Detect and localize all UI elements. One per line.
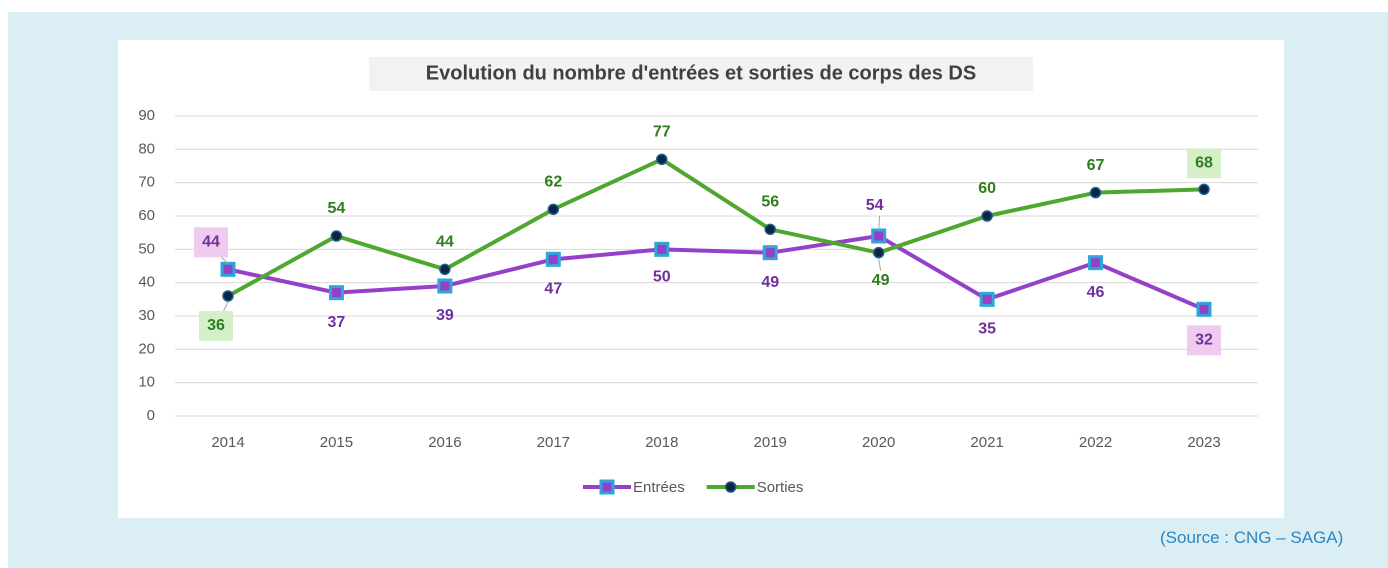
data-label: 36: [207, 317, 225, 334]
chart-card: [118, 40, 1284, 518]
y-tick-label: 40: [138, 274, 155, 291]
x-tick-label: 2020: [862, 434, 895, 451]
chart-title: Evolution du nombre d'entrées et sorties…: [426, 62, 976, 84]
y-tick-label: 50: [138, 240, 155, 257]
data-label: 35: [978, 321, 996, 338]
marker: [762, 245, 778, 261]
marker: [547, 203, 560, 216]
data-label: 37: [328, 314, 346, 331]
data-label: 50: [653, 269, 671, 286]
label-highlight: [199, 311, 233, 341]
label-highlight: [194, 227, 228, 258]
marker: [437, 278, 453, 294]
marker: [545, 251, 561, 267]
data-label: 60: [978, 180, 996, 197]
legend-marker: [599, 479, 615, 495]
y-tick-label: 30: [138, 307, 155, 324]
marker: [764, 223, 776, 236]
data-label: 49: [761, 274, 779, 291]
data-label: 62: [544, 174, 562, 191]
marker: [871, 228, 887, 244]
x-tick-label: 2018: [645, 434, 678, 451]
data-label: 49: [872, 272, 890, 289]
x-tick-label: 2016: [428, 434, 461, 451]
x-tick-label: 2022: [1079, 434, 1112, 451]
data-label: 54: [328, 200, 346, 217]
data-label: 67: [1087, 157, 1105, 174]
label-highlight: [1187, 148, 1221, 179]
data-label: 46: [1087, 284, 1105, 301]
y-tick-label: 10: [138, 374, 155, 391]
marker: [220, 261, 236, 277]
marker: [981, 210, 993, 222]
marker: [330, 230, 343, 242]
title-box: [369, 57, 1033, 91]
legend-label: Entrées: [633, 479, 685, 496]
label-highlight: [1187, 325, 1221, 356]
data-label: 77: [653, 124, 671, 141]
y-tick-label: 80: [138, 140, 155, 157]
x-tick-label: 2017: [537, 434, 570, 451]
y-tick-label: 20: [138, 340, 155, 357]
y-tick-label: 70: [138, 174, 155, 191]
data-label: 44: [436, 234, 454, 251]
marker: [439, 263, 451, 276]
marker: [1089, 186, 1102, 199]
marker: [1196, 301, 1212, 317]
series-line: [227, 234, 1205, 312]
y-tick-label: 60: [138, 207, 155, 224]
legend-marker: [724, 481, 737, 493]
source: (Source : CNG – SAGA): [1160, 528, 1344, 547]
marker: [872, 246, 885, 259]
marker: [328, 285, 344, 301]
y-tick-label: 0: [147, 407, 155, 424]
marker: [979, 291, 995, 307]
data-label: 32: [1195, 332, 1213, 349]
data-label: 47: [544, 281, 562, 298]
leader-line: [878, 215, 881, 231]
series-line: [227, 157, 1205, 298]
x-tick-label: 2015: [320, 434, 353, 451]
data-label: 44: [202, 234, 220, 251]
y-tick-label: 90: [138, 107, 155, 124]
data-label: 39: [436, 307, 454, 324]
x-tick-label: 2019: [754, 434, 787, 451]
leader-line: [878, 258, 882, 271]
marker: [1088, 255, 1104, 271]
marker: [222, 290, 234, 302]
marker: [1198, 183, 1210, 196]
data-label: 56: [761, 194, 779, 211]
x-tick-label: 2023: [1187, 434, 1220, 451]
marker: [656, 153, 668, 166]
x-tick-label: 2014: [211, 434, 244, 451]
data-label: 68: [1195, 155, 1213, 172]
legend-label: Sorties: [757, 479, 804, 496]
x-tick-label: 2021: [970, 434, 1003, 451]
data-label: 54: [866, 197, 884, 214]
marker: [654, 241, 670, 257]
